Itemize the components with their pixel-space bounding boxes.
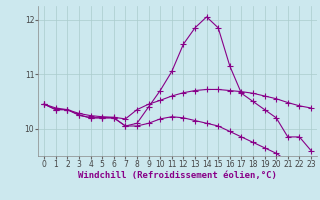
X-axis label: Windchill (Refroidissement éolien,°C): Windchill (Refroidissement éolien,°C) <box>78 171 277 180</box>
